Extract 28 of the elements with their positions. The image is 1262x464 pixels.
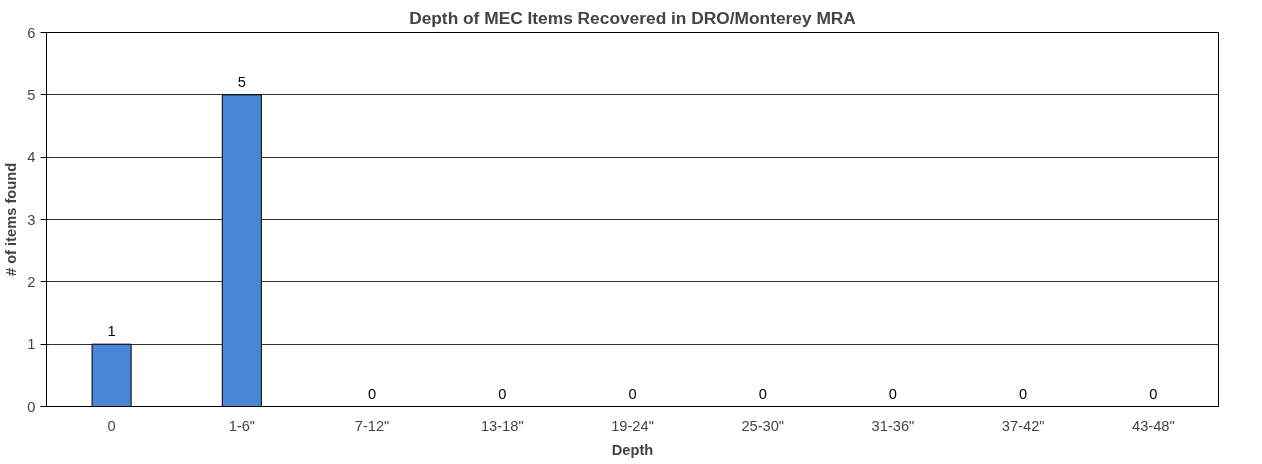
y-tick-label: 6: [27, 24, 36, 41]
data-label: 0: [888, 385, 898, 402]
y-tick-label: 5: [27, 86, 36, 103]
data-label: 0: [367, 385, 377, 402]
data-label: 0: [498, 385, 507, 402]
data-label: 0: [1019, 385, 1028, 402]
x-tick-label: 37-42": [1001, 417, 1045, 434]
y-tick-label: 2: [27, 273, 36, 290]
y-tick-label: 0: [27, 398, 36, 415]
x-tick-label: 31-36": [871, 417, 915, 434]
x-tick-label: 0: [107, 417, 116, 434]
x-tick-label: 19-24": [611, 417, 654, 434]
x-tick-label: 25-30": [741, 417, 785, 434]
x-tick-label: 7-12": [354, 417, 390, 434]
data-label: 5: [237, 73, 246, 90]
x-tick-label: 43-48": [1132, 417, 1175, 434]
y-tick-label: 3: [27, 211, 36, 228]
data-label: 0: [758, 385, 767, 402]
chart-title: Depth of MEC Items Recovered in DRO/Monterey MRA: [409, 7, 857, 28]
data-label: 0: [1149, 385, 1158, 402]
x-axis-title: Depth: [611, 441, 654, 458]
x-tick-label: 13-18": [480, 417, 524, 434]
y-tick-label: 4: [27, 149, 36, 166]
y-axis-title: # of items found: [3, 162, 20, 277]
data-label: 0: [628, 385, 637, 402]
y-tick-label: 1: [27, 336, 36, 353]
data-label: 1: [107, 323, 116, 340]
x-tick-label: 1-6": [228, 417, 256, 434]
